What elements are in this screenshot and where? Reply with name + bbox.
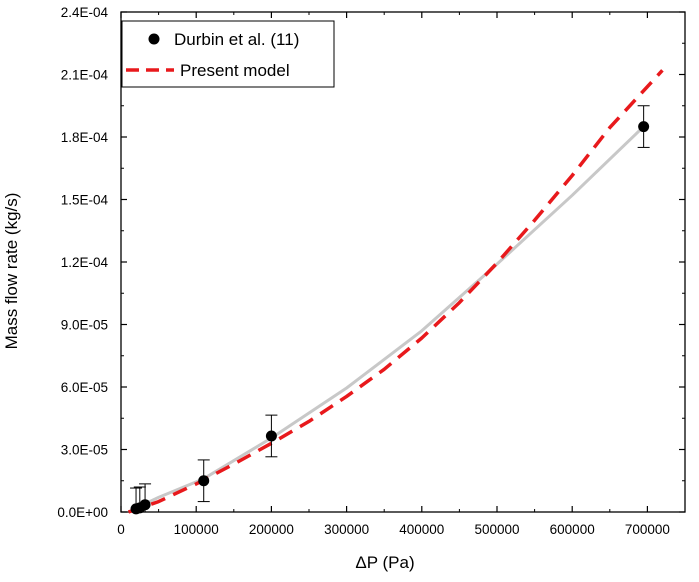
data-point	[139, 499, 151, 511]
x-tick-label: 100000	[174, 522, 219, 537]
y-tick-label: 1.8E-04	[61, 130, 109, 145]
data-point	[198, 475, 210, 487]
x-tick-label: 0	[117, 522, 125, 537]
y-tick-label: 1.5E-04	[61, 193, 109, 208]
data-point	[638, 121, 650, 133]
x-tick-label: 600000	[550, 522, 595, 537]
x-tick-label: 500000	[474, 522, 519, 537]
data-point-group	[637, 105, 650, 148]
y-tick-label: 2.1E-04	[61, 68, 109, 83]
legend-label-durbin: Durbin et al. (11)	[174, 30, 299, 49]
x-tick-label: 300000	[324, 522, 369, 537]
y-tick-label: 3.0E-05	[61, 443, 108, 458]
data-point-group	[139, 483, 152, 512]
y-tick-label: 2.4E-04	[61, 5, 109, 20]
data-point-group	[197, 459, 210, 503]
x-tick-label: 700000	[625, 522, 670, 537]
x-tick-label: 200000	[249, 522, 294, 537]
y-tick-label: 9.0E-05	[61, 318, 108, 333]
legend-marker-durbin	[148, 33, 160, 45]
data-point-group	[265, 414, 278, 458]
y-tick-label: 1.2E-04	[61, 255, 109, 270]
legend-label-present-model: Present model	[180, 61, 290, 80]
y-tick-label: 0.0E+00	[57, 505, 108, 520]
x-axis-label: ΔP (Pa)	[355, 553, 414, 572]
x-tick-label: 400000	[399, 522, 444, 537]
y-axis-label: Mass flow rate (kg/s)	[2, 193, 21, 350]
series-line-present-model	[127, 69, 664, 514]
series-line-fit	[130, 125, 646, 512]
legend-box	[121, 20, 335, 88]
data-point	[265, 430, 277, 442]
y-tick-label: 6.0E-05	[61, 380, 108, 395]
